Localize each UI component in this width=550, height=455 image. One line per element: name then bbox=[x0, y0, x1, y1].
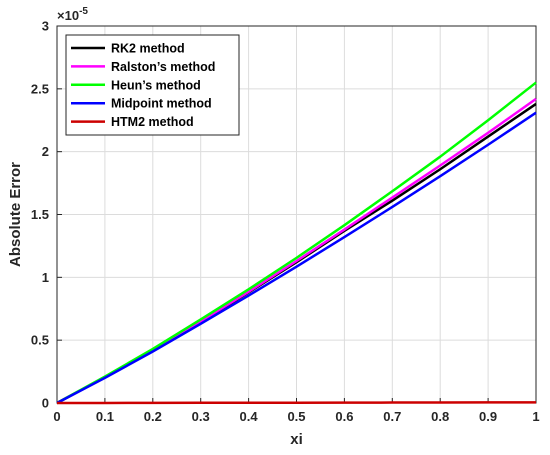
y-tick-label: 0.5 bbox=[31, 333, 49, 348]
y-tick-label: 1 bbox=[42, 270, 49, 285]
x-tick-label: 1 bbox=[532, 409, 539, 424]
series-lines bbox=[56, 81, 537, 405]
exponent-power: -5 bbox=[79, 6, 88, 17]
y-axis-ticks: 0 0.5 1 1.5 2 2.5 3 bbox=[31, 19, 62, 411]
legend-label: HTM2 method bbox=[111, 115, 194, 129]
legend-label: Ralston’s method bbox=[111, 60, 215, 74]
x-tick-label: 0.7 bbox=[383, 409, 401, 424]
y-tick-label: 3 bbox=[42, 19, 49, 34]
series-line-4 bbox=[56, 401, 537, 405]
legend: RK2 method Ralston’s method Heun’s method M… bbox=[65, 34, 240, 136]
x-axis-ticks: 0 0.1 0.2 0.3 0.4 0.5 0.6 0.7 0.8 0.9 1 bbox=[53, 398, 540, 424]
x-tick-label: 0.1 bbox=[96, 409, 114, 424]
legend-label: Heun’s method bbox=[111, 78, 201, 92]
x-tick-label: 0.8 bbox=[431, 409, 449, 424]
legend-label: RK2 method bbox=[111, 42, 185, 56]
x-tick-label: 0.3 bbox=[192, 409, 210, 424]
x-tick-label: 0.5 bbox=[287, 409, 305, 424]
series-line-3 bbox=[56, 111, 537, 405]
y-axis-label: Absolute Error bbox=[7, 162, 24, 267]
x-tick-label: 0 bbox=[53, 409, 60, 424]
exponent-base: ×10 bbox=[57, 8, 79, 23]
x-tick-label: 0.9 bbox=[479, 409, 497, 424]
x-tick-label: 0.2 bbox=[144, 409, 162, 424]
y-tick-label: 1.5 bbox=[31, 207, 49, 222]
series-line-2 bbox=[56, 81, 537, 405]
y-tick-label: 0 bbox=[42, 396, 49, 411]
y-tick-label: 2 bbox=[42, 144, 49, 159]
legend-label: Midpoint method bbox=[111, 97, 212, 111]
x-tick-label: 0.6 bbox=[335, 409, 353, 424]
y-axis-exponent: ×10-5 bbox=[57, 6, 88, 23]
x-tick-label: 0.4 bbox=[240, 409, 259, 424]
y-tick-label: 2.5 bbox=[31, 81, 49, 96]
x-axis-label: xi bbox=[290, 431, 303, 448]
